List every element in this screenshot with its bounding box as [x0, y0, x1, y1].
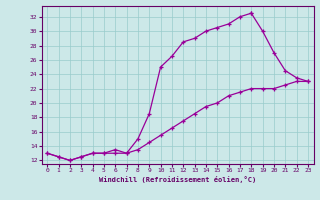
X-axis label: Windchill (Refroidissement éolien,°C): Windchill (Refroidissement éolien,°C) [99, 176, 256, 183]
